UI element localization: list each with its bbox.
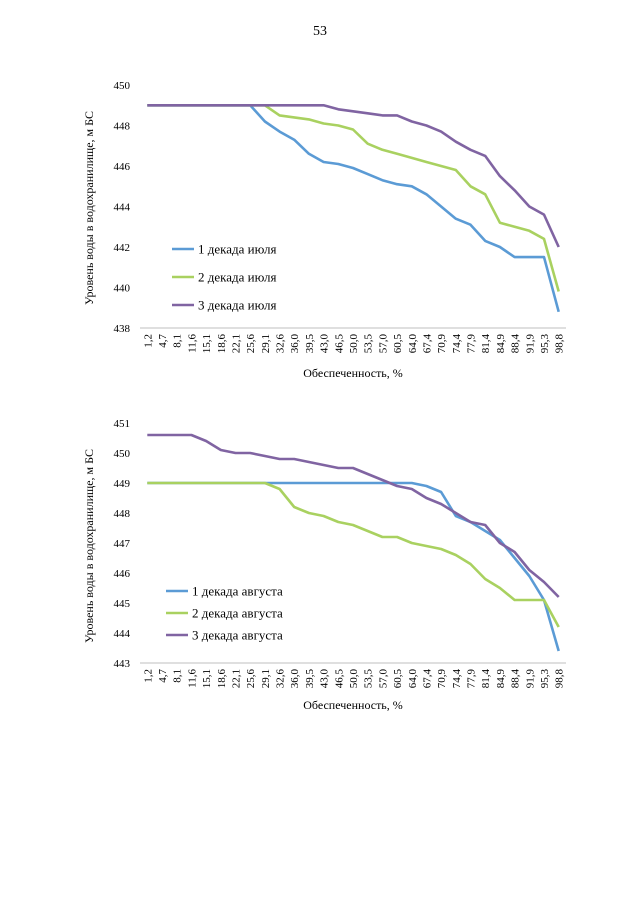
x-tick-label: 18,6 (216, 334, 228, 354)
y-tick-label: 448 (114, 121, 131, 133)
x-tick-label: 84,9 (495, 669, 507, 689)
legend-label: 3 декада августа (192, 628, 283, 643)
x-tick-label: 15,1 (201, 669, 213, 688)
x-tick-label: 60,5 (392, 669, 404, 689)
x-tick-label: 91,9 (524, 669, 536, 689)
x-tick-label: 77,9 (466, 669, 478, 689)
x-tick-label: 64,0 (407, 334, 419, 354)
x-tick-label: 18,6 (216, 669, 228, 689)
x-tick-label: 57,0 (377, 669, 389, 689)
x-tick-label: 36,0 (289, 334, 301, 354)
y-tick-label: 446 (114, 568, 131, 580)
y-tick-label: 451 (114, 418, 131, 430)
y-tick-label: 450 (114, 448, 131, 460)
chart-2: 443 444 445 446 447 448 449 450 451 1,2 4,7 8,1 11,6… (82, 418, 566, 712)
y-tick-label: 448 (114, 508, 131, 520)
x-axis-title: Обеспеченность, % (303, 366, 403, 380)
x-tick-label: 88,4 (510, 669, 522, 689)
y-axis-title: Уровень воды в водохранилище, м БС (82, 449, 96, 643)
x-tick-label: 43,0 (319, 669, 331, 689)
x-tick-label: 8,1 (172, 669, 184, 683)
series-line-2 (147, 104, 560, 292)
x-tick-label: 67,4 (421, 669, 433, 689)
x-tick-label: 74,4 (451, 669, 463, 689)
series-line-3 (147, 433, 560, 598)
y-tick-label: 447 (114, 538, 131, 550)
y-tick-label: 450 (114, 80, 131, 92)
x-tick-label: 70,9 (436, 334, 448, 354)
x-tick-label: 22,1 (230, 669, 242, 688)
x-tick-label: 39,5 (304, 334, 316, 354)
x-tick-label: 11,6 (186, 334, 198, 353)
x-tick-label: 53,5 (363, 334, 375, 354)
x-tick-label: 43,0 (319, 334, 331, 354)
x-tick-label: 46,5 (333, 669, 345, 689)
y-tick-label: 440 (114, 283, 131, 295)
series-line-3 (147, 104, 560, 248)
x-tick-label: 64,0 (407, 669, 419, 689)
x-tick-label: 57,0 (377, 334, 389, 354)
x-tick-label: 15,1 (201, 334, 213, 353)
x-tick-label: 4,7 (157, 334, 169, 348)
y-tick-label: 444 (114, 628, 131, 640)
y-tick-label: 445 (114, 598, 131, 610)
y-tick-label: 442 (114, 242, 131, 254)
y-tick-label: 446 (114, 161, 131, 173)
y-tick-label: 438 (114, 323, 131, 335)
series-line-1 (147, 481, 560, 652)
x-tick-label: 8,1 (172, 334, 184, 348)
y-axis-title: Уровень воды в водохранилище, м БС (82, 111, 96, 305)
legend-label: 2 декада июля (198, 270, 276, 285)
x-tick-label: 74,4 (451, 334, 463, 354)
x-tick-label: 91,9 (524, 334, 536, 354)
legend-label: 3 декада июля (198, 298, 276, 313)
x-tick-label: 25,6 (245, 669, 257, 689)
x-tick-label: 25,6 (245, 334, 257, 354)
x-tick-label: 50,0 (348, 669, 360, 689)
y-tick-label: 443 (114, 658, 131, 670)
x-tick-label: 22,1 (230, 334, 242, 353)
x-tick-label: 95,3 (539, 669, 551, 689)
series-line-2 (147, 481, 560, 628)
x-tick-label: 1,2 (142, 669, 154, 683)
y-tick-label: 444 (114, 202, 131, 214)
legend-label: 1 декада августа (192, 584, 283, 599)
x-tick-label: 32,6 (275, 334, 287, 354)
x-tick-label: 29,1 (260, 334, 272, 353)
x-tick-label: 84,9 (495, 334, 507, 354)
x-tick-label: 29,1 (260, 669, 272, 688)
x-tick-label: 11,6 (186, 669, 198, 688)
x-tick-label: 98,8 (554, 334, 566, 354)
x-tick-label: 98,8 (554, 669, 566, 689)
x-tick-label: 36,0 (289, 669, 301, 689)
x-tick-label: 95,3 (539, 334, 551, 354)
chart-1: 438 440 442 444 446 448 450 1,2 4,7 8,1 11,6 15,1 18… (82, 80, 566, 380)
x-axis-title: Обеспеченность, % (303, 698, 403, 712)
x-tick-label: 46,5 (333, 334, 345, 354)
x-tick-label: 1,2 (142, 334, 154, 348)
x-tick-label: 67,4 (421, 334, 433, 354)
x-tick-label: 39,5 (304, 669, 316, 689)
x-tick-label: 88,4 (510, 334, 522, 354)
y-tick-label: 449 (114, 478, 131, 490)
legend-label: 2 декада августа (192, 606, 283, 621)
x-tick-label: 4,7 (157, 669, 169, 683)
x-tick-label: 60,5 (392, 334, 404, 354)
x-tick-label: 70,9 (436, 669, 448, 689)
legend-label: 1 декада июля (198, 242, 276, 257)
x-tick-label: 81,4 (480, 669, 492, 689)
x-tick-label: 81,4 (480, 334, 492, 354)
x-tick-label: 32,6 (275, 669, 287, 689)
page-number: 53 (313, 24, 327, 39)
x-tick-label: 77,9 (466, 334, 478, 354)
x-tick-label: 53,5 (363, 669, 375, 689)
x-tick-label: 50,0 (348, 334, 360, 354)
